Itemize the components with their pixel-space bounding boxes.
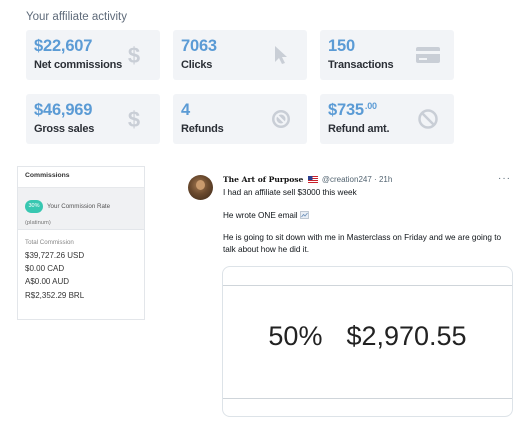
stat-value: 150 — [328, 37, 355, 55]
commissions-panel: Commissions 30% Your Commission Rate (pla… — [17, 166, 145, 320]
stat-card-gross-sales: $46,969 Gross sales $ — [26, 94, 160, 144]
stat-value: $22,607 — [34, 37, 93, 55]
tweet-line: He wrote ONE email — [223, 210, 298, 220]
media-amount: $2,970.55 — [346, 321, 467, 351]
dollar-icon: $ — [120, 42, 148, 68]
stat-label: Refund amt. — [328, 123, 390, 135]
stat-label: Refunds — [181, 123, 224, 135]
stat-label: Clicks — [181, 59, 213, 71]
commission-amount-brl: R$2,352.29 BRL — [25, 290, 85, 300]
tweet-media[interactable]: 50% $2,970.55 — [222, 266, 513, 417]
commission-amount-aud: A$0.00 AUD — [25, 277, 70, 287]
tweet-header: The Art of Purpose @creation247 · 21h — [223, 175, 392, 184]
total-commission-label: Total Commission — [25, 239, 74, 246]
credit-card-icon — [414, 42, 442, 68]
dollar-icon: $ — [120, 106, 148, 132]
tweet-line: I had an affiliate sell $3000 this week — [223, 188, 357, 197]
more-options-icon[interactable]: ··· — [498, 173, 511, 184]
stat-label: Net commissions — [34, 59, 123, 71]
tweet-line: He is going to sit down with me in Maste… — [223, 233, 502, 254]
media-percent: 50% — [268, 321, 323, 351]
tweet-author-name[interactable]: The Art of Purpose — [223, 175, 304, 184]
tweet-time[interactable]: 21h — [378, 175, 393, 184]
stat-card-net-commissions: $22,607 Net commissions $ — [26, 30, 160, 80]
stat-value: 7063 — [181, 37, 217, 55]
tweet-text: I had an affiliate sell $3000 this week … — [223, 187, 515, 266]
stat-card-transactions: 150 Transactions — [320, 30, 454, 80]
cursor-icon — [267, 42, 295, 68]
stat-card-refunds: 4 Refunds — [173, 94, 307, 144]
svg-text:$: $ — [128, 43, 140, 67]
commission-rate-badge: 30% — [25, 200, 43, 214]
svg-text:$: $ — [128, 107, 140, 131]
commissions-title: Commissions — [18, 167, 144, 188]
stat-value-cents: .00 — [364, 101, 377, 111]
media-caption: 50% $2,970.55 — [223, 321, 512, 352]
commission-tier: (platinum) — [25, 220, 51, 226]
tweet-separator: · — [374, 175, 377, 184]
media-divider-top — [223, 285, 512, 286]
tweet: The Art of Purpose @creation247 · 21h ··… — [180, 165, 521, 424]
stat-value: 4 — [181, 101, 190, 119]
tweet-handle[interactable]: @creation247 — [321, 175, 372, 184]
stat-label: Transactions — [328, 59, 394, 71]
stat-card-refund-amount: $735.00 Refund amt. — [320, 94, 454, 144]
media-divider-bottom — [223, 398, 512, 399]
commission-amount-cad: $0.00 CAD — [25, 264, 65, 274]
activity-heading: Your affiliate activity — [26, 11, 128, 23]
commission-totals: Total Commission $39,727.26 USD $0.00 CA… — [18, 230, 144, 302]
commission-amount-usd: $39,727.26 USD — [25, 251, 85, 260]
no-entry-icon — [267, 106, 295, 132]
chart-emoji-icon — [300, 210, 309, 219]
stat-card-clicks: 7063 Clicks — [173, 30, 307, 80]
no-entry-icon — [414, 106, 442, 132]
stat-label: Gross sales — [34, 123, 95, 135]
commission-rate-label: Your Commission Rate — [47, 203, 111, 211]
stat-value: $735.00 — [328, 101, 377, 120]
us-flag-icon — [307, 176, 318, 183]
commission-rate-section: 30% Your Commission Rate (platinum) — [18, 188, 144, 230]
stat-value: $46,969 — [34, 101, 93, 119]
stat-value-main: $735 — [328, 101, 364, 119]
tweet-line-with-emoji: He wrote ONE email — [223, 210, 515, 222]
avatar[interactable] — [188, 175, 213, 200]
